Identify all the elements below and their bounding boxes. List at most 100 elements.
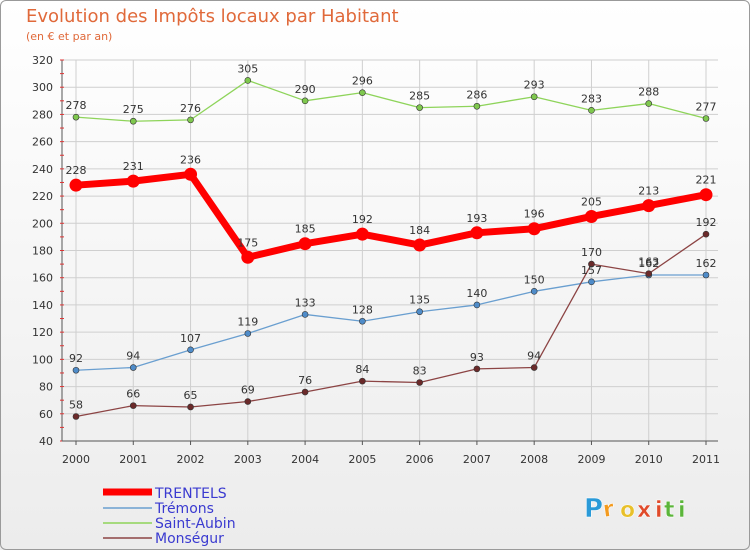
data-label-tremons-2005: 128 [352, 303, 373, 316]
x-tick-label-2004: 2004 [291, 453, 319, 466]
axes: 40 60 80 100 120 140 160 180 200 220 240 260 280 300 3… [32, 54, 720, 466]
point-trentels-2004 [298, 237, 312, 251]
data-label-trentels-2009: 205 [581, 195, 602, 208]
data-label-tremons-2000: 92 [69, 352, 83, 365]
point-tremons-2002 [187, 346, 194, 354]
point-saint-aubin-2007 [473, 102, 481, 110]
y-tick-label-40: 40 [39, 435, 53, 448]
data-label-trentels-2000: 228 [66, 164, 87, 177]
data-label-saint-aubin-2011: 277 [696, 101, 717, 114]
data-label-tremons-2004: 133 [295, 296, 316, 309]
point-saint-aubin-2006 [416, 104, 423, 111]
y-tick-label-300: 300 [32, 81, 53, 94]
data-label-monsegur-2009: 170 [581, 246, 602, 259]
data-label-trentels-2010: 213 [638, 185, 659, 198]
y-tick-label-100: 100 [32, 353, 53, 366]
y-tick-label-220: 220 [32, 190, 53, 203]
point-monsegur-2000 [72, 413, 80, 420]
point-saint-aubin-2009 [588, 107, 595, 114]
y-tick-label-180: 180 [32, 245, 53, 258]
x-tick-label-2002: 2002 [177, 453, 205, 466]
x-tick-label-2006: 2006 [406, 453, 434, 466]
point-trentels-2006 [413, 238, 427, 252]
point-tremons-2003 [244, 330, 252, 337]
x-tick-label-2003: 2003 [234, 453, 262, 466]
data-label-tremons-2008: 150 [524, 273, 545, 286]
data-label-monsegur-2005: 84 [355, 363, 369, 376]
data-label-trentels-2008: 196 [524, 208, 545, 221]
point-saint-aubin-2002 [187, 116, 194, 124]
grid [64, 59, 718, 442]
point-saint-aubin-2008 [530, 93, 538, 101]
data-label-tremons-2009: 157 [581, 264, 602, 277]
data-label-saint-aubin-2004: 290 [295, 83, 316, 96]
point-trentels-2002 [184, 167, 198, 181]
data-label-monsegur-2003: 69 [241, 384, 255, 397]
data-label-monsegur-2000: 58 [69, 399, 83, 412]
data-label-saint-aubin-2009: 283 [581, 92, 602, 105]
x-tick-label-2009: 2009 [577, 453, 605, 466]
point-monsegur-2005 [359, 377, 366, 385]
point-saint-aubin-2001 [129, 117, 137, 125]
data-label-monsegur-2001: 66 [126, 388, 140, 401]
data-label-saint-aubin-2000: 278 [66, 99, 87, 112]
chart-subtitle: (en € et par an) [26, 30, 112, 43]
y-tick-label-120: 120 [32, 326, 53, 339]
point-trentels-2000 [69, 178, 83, 192]
data-label-trentels-2004: 185 [295, 223, 316, 236]
data-labels: 278 275 276 305 290 296 285 286 293 283 288 277 92 94… [66, 62, 717, 411]
y-tick-label-280: 280 [32, 108, 53, 121]
series-line-monsegur [75, 233, 707, 418]
data-label-saint-aubin-2005: 296 [352, 75, 373, 88]
x-tick-label-2007: 2007 [463, 453, 491, 466]
logo-letter-2: o [620, 498, 635, 523]
point-monsegur-2008 [530, 364, 538, 371]
legend-label-tremons: Trémons [154, 501, 214, 517]
point-trentels-2007 [470, 226, 484, 240]
point-monsegur-2007 [473, 365, 481, 373]
point-trentels-2010 [642, 199, 656, 213]
data-label-saint-aubin-2007: 286 [466, 88, 487, 101]
data-label-trentels-2006: 184 [409, 224, 430, 237]
data-label-trentels-2005: 192 [352, 213, 373, 226]
y-tick-label-60: 60 [39, 408, 53, 421]
point-saint-aubin-2010 [645, 100, 653, 107]
logo-letter-3: x [637, 498, 651, 523]
series-line-tremons [75, 274, 706, 371]
y-tick-label-160: 160 [32, 272, 53, 285]
y-tick-label-140: 140 [32, 299, 53, 312]
y-tick-label-320: 320 [32, 54, 53, 67]
data-label-trentels-2007: 193 [466, 212, 487, 225]
data-label-trentels-2001: 231 [123, 160, 144, 173]
point-trentels-2011 [699, 188, 713, 202]
data-label-tremons-2007: 140 [466, 287, 487, 300]
series-line-saint-aubin [75, 79, 707, 122]
logo-letter-5: t [664, 498, 675, 523]
data-label-saint-aubin-2003: 305 [237, 62, 258, 75]
point-monsegur-2002 [187, 403, 194, 411]
data-label-trentels-2011: 221 [696, 174, 717, 187]
point-saint-aubin-2011 [702, 115, 710, 122]
data-label-tremons-2001: 94 [126, 350, 140, 363]
point-monsegur-2003 [244, 398, 252, 405]
legend-label-saint-aubin: Saint-Aubin [155, 516, 236, 532]
point-monsegur-2010 [645, 270, 653, 277]
data-label-tremons-2010: 162 [638, 257, 659, 270]
data-label-trentels-2003: 175 [237, 236, 258, 249]
logo-letter-6: i [678, 498, 686, 523]
legend: TRENTELS Trémons Saint-Aubin Monségur [103, 486, 236, 547]
point-tremons-2001 [129, 364, 137, 371]
point-trentels-2009 [584, 209, 598, 223]
y-tick-label-240: 240 [32, 163, 53, 176]
data-label-monsegur-2004: 76 [298, 374, 312, 387]
point-tremons-2005 [359, 317, 366, 325]
point-saint-aubin-2003 [244, 77, 252, 84]
x-tick-label-2000: 2000 [62, 453, 90, 466]
data-label-monsegur-2008: 94 [527, 350, 541, 363]
series [69, 77, 713, 420]
data-label-monsegur-2010: 163 [638, 256, 659, 269]
data-label-tremons-2011: 162 [696, 257, 717, 270]
data-label-tremons-2002: 107 [180, 332, 201, 345]
point-tremons-2009 [588, 278, 595, 286]
legend-label-trentels: TRENTELS [154, 486, 227, 502]
